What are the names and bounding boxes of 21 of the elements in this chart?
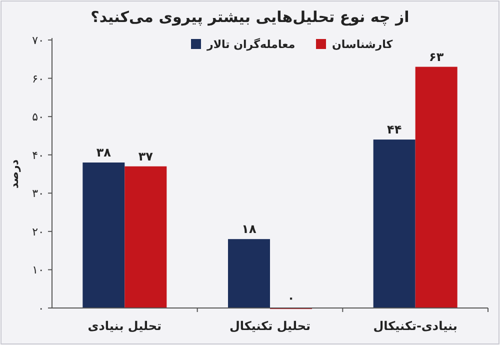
x-tick-label: تحلیل تکنیکال bbox=[229, 319, 311, 333]
x-tick-label: بنیادی-تکنیکال bbox=[373, 319, 458, 333]
chart-title: از چه نوع تحلیل‌هایی بیشتر پیروی می‌کنید؟ bbox=[90, 8, 410, 26]
y-tick-label: ۰ bbox=[38, 302, 44, 315]
data-label: ۳۸ bbox=[96, 146, 112, 160]
y-tick-label: ۳۰ bbox=[32, 187, 44, 200]
y-tick-label: ۵۰ bbox=[32, 110, 44, 124]
x-tick-label: تحلیل بنیادی bbox=[88, 319, 162, 333]
legend-label: معامله‌گران تالار bbox=[206, 38, 296, 51]
y-tick-label: ۱۰ bbox=[32, 264, 44, 277]
legend-label: کارشناسان bbox=[332, 38, 394, 51]
y-tick-label: ۷۰ bbox=[32, 34, 44, 47]
y-tick-label: ۲۰ bbox=[32, 225, 44, 238]
y-tick-label: ۶۰ bbox=[32, 72, 44, 86]
data-label: ۱۸ bbox=[242, 222, 257, 236]
data-label: ۴۴ bbox=[387, 122, 402, 137]
data-label: ۶۳ bbox=[429, 50, 444, 64]
data-label: ۳۷ bbox=[138, 149, 154, 164]
y-axis-title: درصد bbox=[8, 159, 21, 188]
data-label: ۰ bbox=[287, 291, 295, 305]
y-tick-label: ۴۰ bbox=[32, 148, 44, 162]
